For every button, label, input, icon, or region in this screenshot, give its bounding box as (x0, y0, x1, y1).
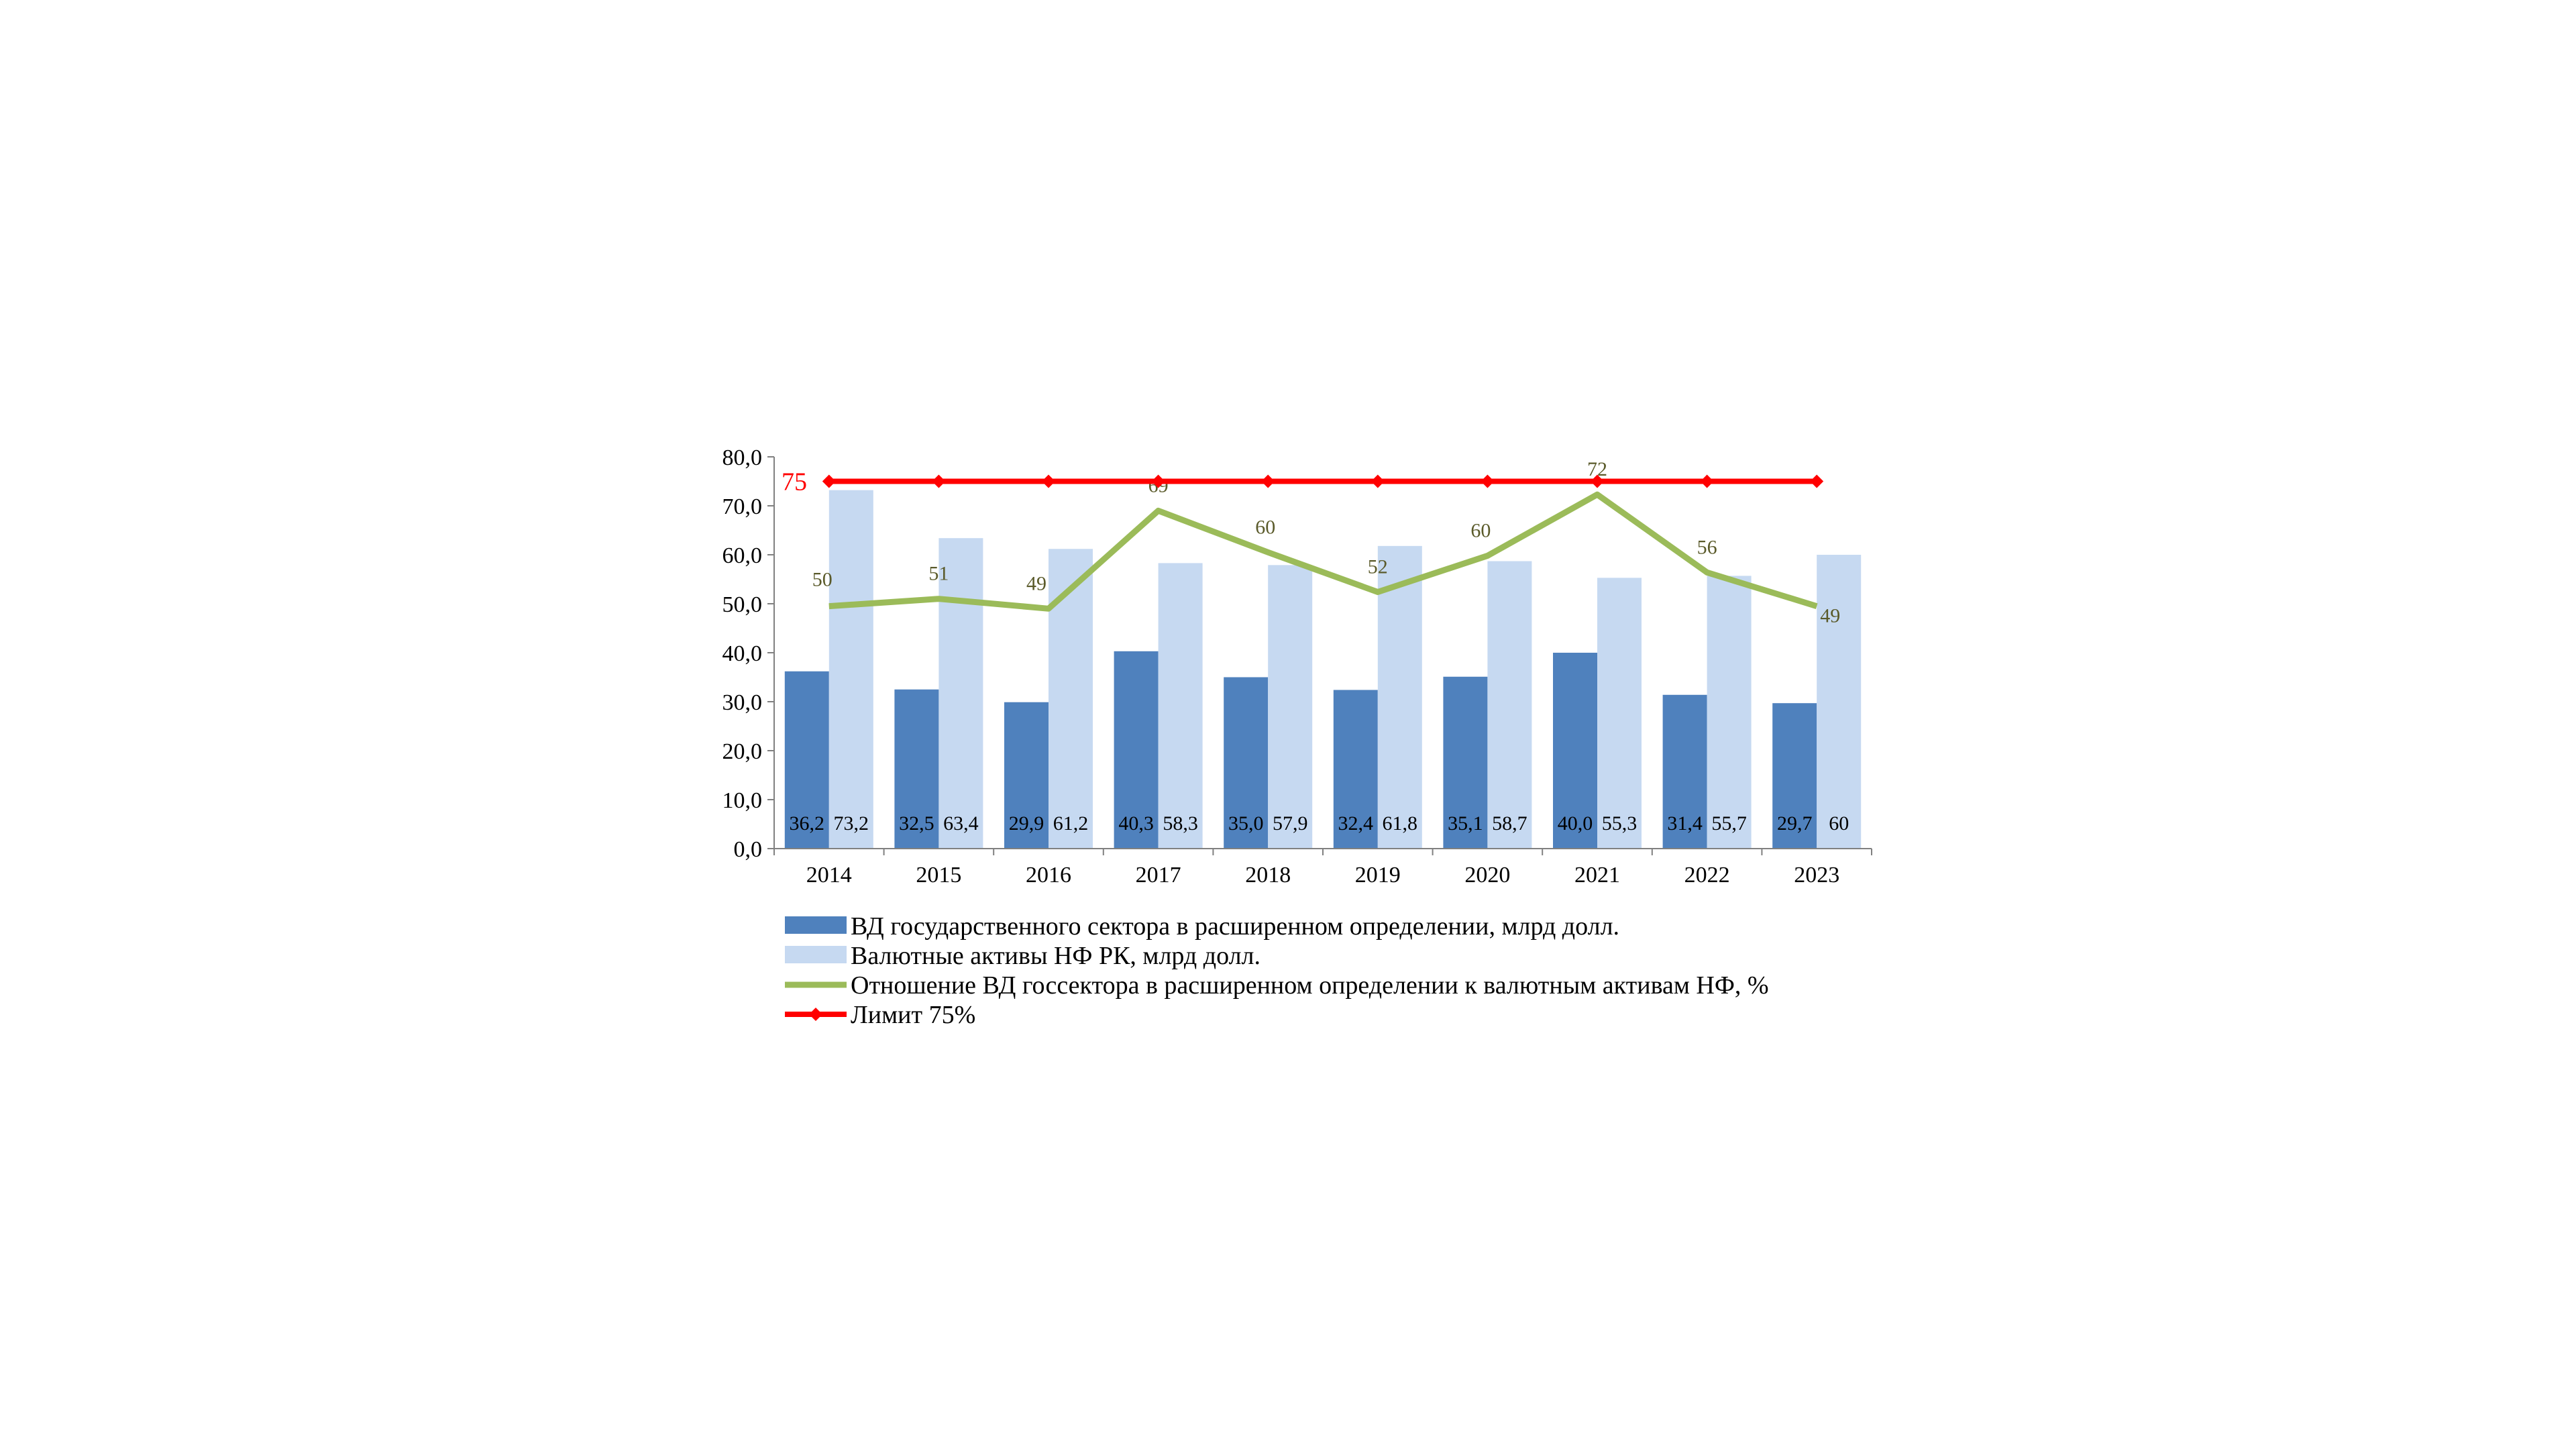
limit-marker-2015 (932, 474, 946, 488)
label-assets-2017: 58,3 (1163, 812, 1198, 835)
bar-debt-2018 (1224, 677, 1269, 849)
legend-swatch-0 (785, 916, 847, 934)
ratio-label-2015: 51 (928, 563, 949, 585)
limit-marker-2019 (1371, 474, 1385, 488)
ratio-label-2019: 52 (1368, 555, 1388, 578)
bar-debt-2023 (1772, 703, 1817, 849)
y-tick-label: 0,0 (734, 837, 763, 862)
bar-assets-2017 (1158, 563, 1203, 849)
y-tick-label: 20,0 (722, 739, 763, 764)
label-debt-2018: 35,0 (1228, 812, 1264, 835)
ratio-label-2016: 49 (1026, 572, 1046, 594)
x-tick-label-2018: 2018 (1245, 863, 1291, 888)
y-tick-label: 10,0 (722, 788, 763, 813)
label-debt-2017: 40,3 (1118, 812, 1154, 835)
bar-assets-2022 (1707, 576, 1752, 849)
ratio-label-2014: 50 (812, 569, 833, 591)
plot-area: 36,2 73,2 32,5 63,4 29,9 61,2 40,3 58,3 35,0 57,9… (722, 445, 1872, 888)
label-assets-2018: 57,9 (1273, 812, 1308, 835)
label-assets-2016: 61,2 (1053, 812, 1089, 835)
limit-marker-2017 (1151, 474, 1165, 488)
bar-debt-2020 (1443, 676, 1488, 849)
y-tick-label: 70,0 (722, 494, 763, 519)
label-debt-2020: 35,1 (1448, 812, 1483, 835)
legend-label-0: ВД государственного сектора в расширенно… (851, 912, 1619, 941)
bar-debt-2019 (1333, 690, 1378, 849)
label-debt-2021: 40,0 (1558, 812, 1593, 835)
bar-assets-2018 (1268, 565, 1313, 849)
limit-marker-2016 (1042, 474, 1055, 488)
bar-debt-2015 (894, 689, 939, 849)
ratio-label-2023: 49 (1820, 605, 1840, 627)
label-debt-2015: 32,5 (899, 812, 934, 835)
limit-marker-2023 (1810, 474, 1824, 488)
label-assets-2020: 58,7 (1492, 812, 1527, 835)
limit-marker-2021 (1591, 474, 1604, 488)
ratio-label-2020: 60 (1470, 519, 1491, 541)
legend-label-3: Лимит 75% (851, 1001, 975, 1029)
label-debt-2016: 29,9 (1009, 812, 1044, 835)
y-tick-label: 30,0 (722, 690, 763, 715)
bar-assets-2023 (1817, 555, 1862, 849)
y-tick-label: 80,0 (722, 445, 763, 470)
bar-debt-2022 (1662, 694, 1707, 849)
bar-debt-2017 (1114, 651, 1159, 849)
legend-swatch-1 (785, 946, 847, 963)
limit-marker-2022 (1700, 474, 1714, 488)
bar-assets-2019 (1377, 545, 1422, 849)
legend: ВД государственного сектора в расширенно… (785, 912, 1769, 1029)
limit-annotation: 75 (782, 468, 807, 496)
x-tick-label-2020: 2020 (1464, 863, 1510, 888)
y-tick-label: 60,0 (722, 543, 763, 568)
bar-assets-2015 (938, 538, 983, 849)
limit-marker-2014 (822, 474, 836, 488)
x-tick-label-2023: 2023 (1794, 863, 1839, 888)
legend-label-2: Отношение ВД госсектора в расширенном оп… (851, 971, 1769, 1000)
label-assets-2021: 55,3 (1602, 812, 1638, 835)
label-assets-2023: 60 (1829, 812, 1849, 835)
label-debt-2022: 31,4 (1667, 812, 1703, 835)
x-tick-label-2022: 2022 (1684, 863, 1730, 888)
x-tick-label-2015: 2015 (916, 863, 961, 888)
bar-debt-2014 (784, 671, 829, 849)
x-tick-label-2021: 2021 (1574, 863, 1620, 888)
label-debt-2019: 32,4 (1338, 812, 1374, 835)
limit-marker-2020 (1481, 474, 1495, 488)
label-assets-2015: 63,4 (943, 812, 979, 835)
x-tick-label-2019: 2019 (1355, 863, 1401, 888)
label-assets-2019: 61,8 (1383, 812, 1418, 835)
label-debt-2014: 36,2 (790, 812, 825, 835)
legend-label-1: Валютные активы НФ РК, млрд долл. (851, 942, 1260, 970)
bar-debt-2016 (1004, 702, 1049, 849)
label-assets-2022: 55,7 (1711, 812, 1747, 835)
x-tick-label-2016: 2016 (1026, 863, 1071, 888)
ratio-label-2022: 56 (1697, 536, 1717, 558)
legend-marker-3 (809, 1008, 822, 1021)
bar-assets-2020 (1487, 561, 1532, 849)
x-tick-label-2017: 2017 (1136, 863, 1181, 888)
x-tick-label-2014: 2014 (806, 863, 852, 888)
y-tick-label: 50,0 (722, 592, 763, 617)
bar-assets-2016 (1049, 549, 1093, 849)
limit-marker-2018 (1261, 474, 1275, 488)
label-debt-2023: 29,7 (1777, 812, 1813, 835)
y-tick-label: 40,0 (722, 641, 763, 666)
bar-debt-2021 (1553, 653, 1597, 849)
ratio-label-2018: 60 (1255, 516, 1275, 538)
bar-assets-2021 (1597, 578, 1642, 849)
bar-assets-2014 (828, 490, 873, 849)
label-assets-2014: 73,2 (834, 812, 869, 835)
ratio-line (828, 491, 1818, 612)
